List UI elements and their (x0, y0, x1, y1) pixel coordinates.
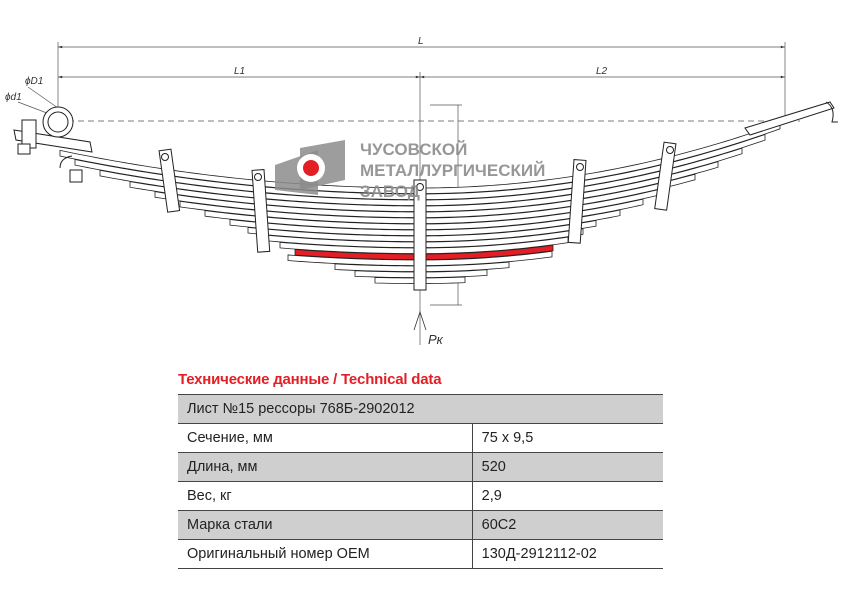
spring-leaf (264, 228, 584, 248)
table-row: Оригинальный номер OEM 130Д-2912112-02 (178, 539, 663, 569)
svg-text:ЗАВОД: ЗАВОД (360, 182, 420, 201)
row-value: 2,9 (471, 481, 663, 511)
clamp-bolt (161, 153, 169, 161)
svg-text:МЕТАЛЛУРГИЧЕСКИЙ: МЕТАЛЛУРГИЧЕСКИЙ (360, 161, 545, 180)
row-value: 130Д-2912112-02 (471, 539, 663, 569)
clamp-bolt (254, 173, 262, 181)
clamp (413, 179, 427, 291)
table-row: Сечение, мм 75 x 9,5 (178, 423, 663, 453)
row-value: 60С2 (471, 510, 663, 540)
row-label: Вес, кг (178, 481, 473, 511)
row-label: Длина, мм (178, 452, 473, 482)
clamp (158, 148, 181, 213)
dim-d1-inner: ϕd1 (5, 92, 22, 103)
spring-leaf (229, 209, 621, 236)
table-row: Длина, мм 520 (178, 452, 663, 482)
spring-clamps (158, 141, 677, 291)
row-label: Сечение, мм (178, 423, 473, 453)
logo: ЧУСОВСКОЙ МЕТАЛЛУРГИЧЕСКИЙ ЗАВОД (275, 140, 545, 201)
row-value: 75 x 9,5 (471, 423, 663, 453)
table-header: Лист №15 рессоры 768Б-2902012 (178, 394, 663, 424)
technical-data-table: Лист №15 рессоры 768Б-2902012 Сечение, м… (178, 394, 663, 569)
dim-l: L (418, 36, 424, 47)
dim-l2: L2 (596, 66, 608, 77)
clamp-bolt (666, 146, 674, 154)
table-row: Марка стали 60С2 (178, 510, 663, 540)
table-row: Вес, кг 2,9 (178, 481, 663, 511)
force-label: Pк (428, 332, 444, 347)
force-arrow (413, 310, 427, 331)
clamp (567, 159, 587, 244)
row-label: Марка стали (178, 510, 473, 540)
spring-eye (13, 106, 93, 183)
dim-d1-outer: ϕD1 (25, 76, 43, 87)
row-value: 520 (471, 452, 663, 482)
clamp-bolt (416, 183, 424, 191)
row-label: Оригинальный номер OEM (178, 539, 473, 569)
spring-end-hook (744, 101, 838, 136)
clamp (251, 169, 271, 253)
clamp (654, 141, 677, 211)
svg-text:ЧУСОВСКОЙ: ЧУСОВСКОЙ (360, 140, 467, 159)
leaf-spring-drawing: L L1 L2 H ϕD1 ϕd1 Pк ЧУСОВСКОЙ МЕТАЛЛУРГ… (5, 36, 838, 347)
spring-leaf (287, 250, 553, 267)
section-title: Технические данные / Technical data (178, 371, 442, 388)
table-header-row: Лист №15 рессоры 768Б-2902012 (178, 394, 663, 424)
dim-l1: L1 (234, 66, 245, 77)
clamp-bolt (576, 163, 584, 171)
